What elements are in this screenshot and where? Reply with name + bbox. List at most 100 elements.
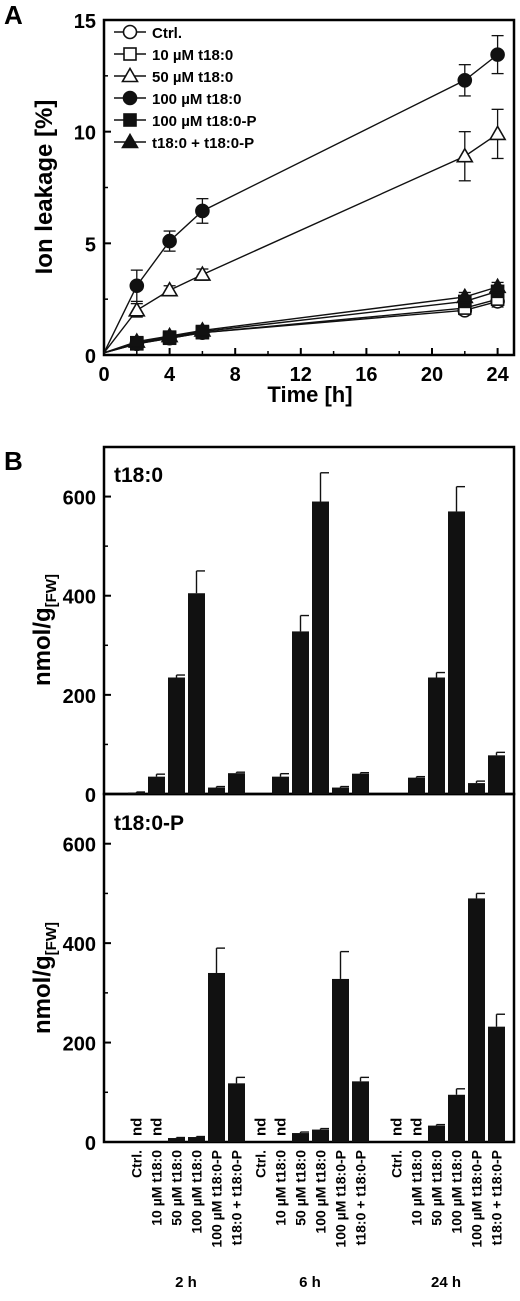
panel-b-label: B — [4, 446, 23, 476]
series-t18-0-t18-0-p — [103, 277, 507, 354]
bar-group-6-h — [272, 472, 369, 794]
legend-item-t18-0-t18-0-p: t18:0 + t18:0-P — [114, 132, 254, 152]
bar-t18-0-t18-0-p — [228, 1083, 245, 1142]
bar-group-2-h — [128, 570, 245, 794]
bar-100-um-t18-0 — [188, 593, 205, 794]
legend-item-ctrl: Ctrl. — [114, 24, 182, 42]
y-axis-label-a: Ion leakage [%] — [31, 100, 58, 275]
legend-label: t18:0 + t18:0-P — [152, 135, 254, 152]
bar-group-24-h — [408, 485, 505, 794]
data-point — [193, 265, 212, 281]
y-tick-label-a: 10 — [74, 123, 96, 145]
category-label-ctrl: Ctrl. — [129, 1150, 145, 1178]
bar-t18-0-t18-0-p — [352, 773, 369, 794]
bar-50-um-t18-0 — [168, 677, 185, 794]
chart-title-t18-0: t18:0 — [114, 464, 163, 487]
data-point — [129, 278, 145, 294]
group-label-2-h: 2 h — [175, 1274, 197, 1291]
data-point — [488, 277, 507, 294]
data-point — [455, 147, 474, 163]
bar-10-um-t18-0 — [272, 776, 289, 794]
category-label-10-um-t18-0: 10 µM t18:0 — [149, 1150, 165, 1226]
not-detected-label: nd — [253, 1118, 270, 1136]
bar-100-um-t18-0-p — [332, 787, 349, 794]
x-tick-label-a: 12 — [290, 364, 312, 386]
y-tick-label-b: 600 — [63, 835, 96, 857]
legend-label: Ctrl. — [152, 25, 182, 42]
y-tick-label-b: 0 — [85, 1133, 96, 1155]
group-label-6-h: 6 h — [299, 1274, 321, 1291]
bar-group-6-h: nd nd — [253, 950, 369, 1142]
bar-100-um-t18-0 — [448, 1094, 465, 1142]
legend-marker — [123, 47, 137, 61]
y-tick-label-a: 15 — [74, 11, 96, 33]
series-50-um-t18-0 — [103, 108, 507, 354]
x-tick-label-a: 20 — [421, 364, 443, 386]
series-100-um-t18-0 — [103, 34, 505, 354]
y-axis-label-b-bottom: nmol/g[FW] — [29, 922, 60, 1034]
y-axis-label-main: nmol/g — [29, 607, 56, 686]
not-detected-label: nd — [409, 1118, 426, 1136]
data-point — [490, 47, 505, 62]
legend-marker — [121, 132, 139, 149]
data-point — [160, 281, 179, 297]
x-axis-label-a: Time [h] — [267, 382, 352, 407]
bar-ctrl — [128, 792, 145, 794]
not-detected-label: nd — [149, 1118, 166, 1136]
bar-100-um-t18-0 — [312, 1129, 329, 1142]
data-point — [195, 203, 210, 219]
y-tick-label-b: 400 — [63, 934, 96, 956]
data-point — [193, 321, 212, 337]
y-axis-label-b-top: nmol/g[FW] — [29, 574, 60, 686]
panel-a-label: A — [4, 0, 23, 30]
category-label-100-um-t18-0: 100 µM t18:0 — [449, 1150, 465, 1234]
y-axis-label-subscript: [FW] — [43, 922, 60, 955]
category-label-t18-0-t18-0-p: t18:0 + t18:0-P — [229, 1150, 245, 1245]
category-label-50-um-t18-0: 50 µM t18:0 — [293, 1150, 309, 1226]
bar-10-um-t18-0 — [408, 777, 425, 794]
bar-100-um-t18-0-p — [468, 898, 485, 1142]
ion-leakage-line-chart: Ion leakage [%] Time [h] 0 4 8 12 16 20 24 0 5 10… — [31, 11, 516, 407]
data-point — [162, 233, 177, 249]
data-point — [127, 301, 146, 317]
data-point — [455, 287, 474, 304]
bar-100-um-t18-0-p — [332, 978, 349, 1142]
legend-item-100-um-t18-0: 100 µM t18:0 — [114, 90, 242, 108]
y-tick-label-b: 200 — [63, 1034, 96, 1056]
legend-item-100-um-t18-0-p: 100 µM t18:0-P — [114, 113, 257, 130]
bar-t18-0-t18-0-p — [488, 755, 505, 794]
sphingolipid-bar-charts: t18:0 t18:0-P nmol/g[FW] nmol/g[FW] 0200… — [29, 445, 516, 1291]
category-label-10-um-t18-0: 10 µM t18:0 — [409, 1150, 425, 1226]
category-label-ctrl: Ctrl. — [253, 1150, 269, 1178]
y-tick-label-b: 400 — [63, 587, 96, 609]
x-tick-label-a: 16 — [355, 364, 377, 386]
bar-group-2-h: nd nd — [129, 947, 245, 1142]
bar-100-um-t18-0 — [188, 1137, 205, 1142]
category-label-100-um-t18-0: 100 µM t18:0 — [313, 1150, 329, 1234]
not-detected-label: nd — [389, 1118, 406, 1136]
x-tick-label-a: 24 — [486, 364, 509, 386]
data-point — [160, 326, 179, 343]
y-axis-label-main: nmol/g — [29, 955, 56, 1034]
bar-100-um-t18-0-p — [208, 787, 225, 794]
bar-10-um-t18-0 — [148, 776, 165, 794]
bar-t18-0-t18-0-p — [488, 1026, 505, 1142]
not-detected-label: nd — [273, 1118, 290, 1136]
y-tick-label-b: 600 — [63, 488, 96, 510]
category-label-100-um-t18-0-p: 100 µM t18:0-P — [469, 1150, 485, 1248]
plot-frame-b-bottom — [102, 792, 516, 1144]
bar-group-24-h: nd nd — [389, 892, 505, 1142]
legend-marker — [123, 113, 137, 127]
bar-100-um-t18-0 — [448, 511, 465, 794]
x-tick-label-a: 8 — [230, 364, 241, 386]
y-tick-label-a: 0 — [85, 346, 96, 368]
bar-t18-0-t18-0-p — [352, 1081, 369, 1142]
bar-50-um-t18-0 — [428, 1125, 445, 1142]
category-label-50-um-t18-0: 50 µM t18:0 — [169, 1150, 185, 1226]
category-label-100-um-t18-0-p: 100 µM t18:0-P — [209, 1150, 225, 1248]
not-detected-label: nd — [129, 1118, 146, 1136]
bar-100-um-t18-0-p — [208, 972, 225, 1142]
legend-label: 10 µM t18:0 — [152, 47, 233, 64]
bar-50-um-t18-0 — [292, 631, 309, 794]
category-label-t18-0-t18-0-p: t18:0 + t18:0-P — [353, 1150, 369, 1245]
